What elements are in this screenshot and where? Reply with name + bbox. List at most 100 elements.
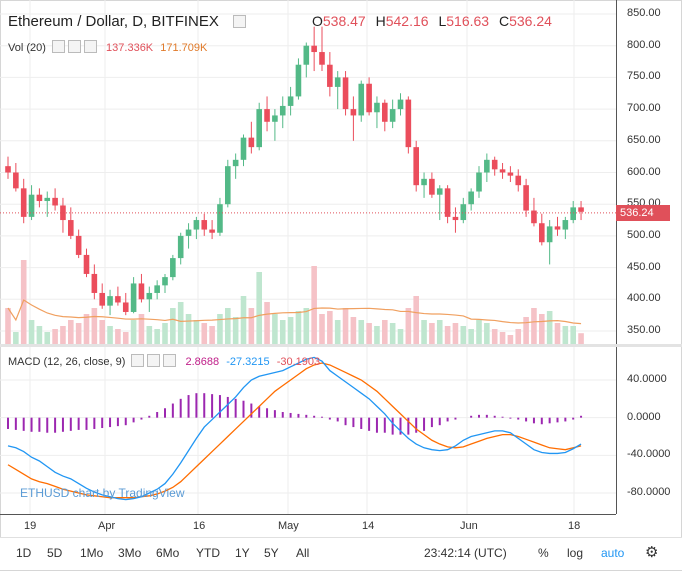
candle-body bbox=[272, 115, 278, 122]
candle-body bbox=[491, 159, 498, 170]
candle-body bbox=[36, 194, 43, 202]
volume-bar bbox=[499, 332, 506, 344]
range-1y[interactable]: 1Y bbox=[235, 546, 250, 560]
gear-icon[interactable]: ⚙ bbox=[645, 544, 659, 561]
volume-bar bbox=[130, 320, 137, 344]
price-tick-label: 700.00 bbox=[627, 102, 661, 115]
volume-bar bbox=[539, 314, 545, 344]
volume-bar bbox=[397, 329, 404, 344]
candle-body bbox=[554, 226, 561, 230]
range-ytd[interactable]: YTD bbox=[196, 546, 220, 560]
volume-bar bbox=[311, 266, 317, 344]
volume-bar bbox=[256, 272, 262, 344]
percent-toggle[interactable]: % bbox=[538, 546, 549, 560]
eye-icon[interactable] bbox=[131, 354, 145, 367]
candle-body bbox=[570, 207, 576, 221]
volume-bar bbox=[405, 308, 412, 344]
range-3mo[interactable]: 3Mo bbox=[118, 546, 142, 560]
volume-bar bbox=[366, 323, 372, 344]
candle-body bbox=[539, 223, 545, 243]
price-tick-label: 600.00 bbox=[627, 165, 661, 178]
close-label: C bbox=[498, 13, 510, 29]
volume-bar bbox=[342, 308, 349, 344]
range-6mo[interactable]: 6Mo bbox=[156, 546, 180, 560]
volume-bar bbox=[44, 332, 51, 344]
price-pane[interactable] bbox=[0, 0, 616, 344]
time-axis[interactable]: 19 Apr 16 May 14 Jun 18 bbox=[0, 514, 616, 537]
macd-line-value: -27.3215 bbox=[226, 356, 270, 368]
volume-bar bbox=[154, 329, 160, 344]
pane-separator[interactable] bbox=[0, 344, 682, 347]
macd-label: MACD (12, 26, close, 9) bbox=[8, 356, 126, 368]
volume-bar bbox=[91, 308, 98, 344]
macd-axis[interactable]: 40.0000 0.0000 -40.0000 -80.0000 bbox=[616, 347, 682, 514]
time-tick-label: Jun bbox=[460, 520, 478, 532]
range-1mo[interactable]: 1Mo bbox=[80, 546, 104, 560]
candle-body bbox=[99, 292, 105, 306]
candle-body bbox=[327, 64, 333, 87]
candle-body bbox=[295, 64, 302, 97]
candle-body bbox=[444, 188, 451, 217]
candle-body bbox=[60, 205, 66, 221]
volume-bar bbox=[162, 323, 168, 344]
range-all[interactable]: All bbox=[296, 546, 310, 560]
volume-bar bbox=[476, 320, 482, 344]
high-label: H bbox=[375, 13, 386, 29]
volume-bar bbox=[264, 302, 270, 344]
auto-toggle[interactable]: auto bbox=[601, 546, 625, 560]
volume-bar bbox=[531, 308, 537, 344]
range-5d[interactable]: 5D bbox=[47, 546, 63, 560]
candle-body bbox=[256, 109, 262, 148]
candle-body bbox=[476, 172, 482, 192]
volume-bar bbox=[436, 320, 443, 344]
macd-pane[interactable] bbox=[0, 347, 616, 514]
volume-bar bbox=[389, 323, 396, 344]
volume-bar bbox=[382, 320, 388, 344]
gear-icon[interactable] bbox=[147, 354, 161, 367]
candle-body bbox=[91, 273, 98, 293]
volume-legend[interactable]: Vol (20) 137.336K 171.709K bbox=[8, 40, 207, 54]
macd-signal-value: -30.1903 bbox=[276, 356, 321, 368]
volume-bar bbox=[350, 317, 357, 344]
volume-bar bbox=[515, 329, 522, 344]
candle-body bbox=[397, 99, 404, 110]
watermark[interactable]: ETHUSD chart by TradingView bbox=[20, 486, 185, 500]
utc-clock[interactable]: 23:42:14 (UTC) bbox=[424, 546, 507, 560]
candle-body bbox=[20, 188, 27, 217]
macd-legend[interactable]: MACD (12, 26, close, 9) 2.8688 -27.3215 … bbox=[8, 354, 320, 368]
gear-icon[interactable] bbox=[67, 40, 81, 53]
candle-body bbox=[122, 302, 129, 312]
candle-body bbox=[468, 191, 474, 205]
close-icon[interactable] bbox=[163, 354, 177, 367]
eye-icon[interactable] bbox=[51, 40, 65, 53]
price-axis[interactable]: 850.00 800.00 750.00 700.00 650.00 600.00 550.… bbox=[616, 0, 682, 344]
volume-bar bbox=[562, 326, 569, 344]
candle-body bbox=[154, 285, 160, 293]
candle-body bbox=[287, 96, 294, 106]
candle-body bbox=[170, 258, 176, 278]
time-tick-label: 16 bbox=[193, 520, 206, 532]
candle-body bbox=[374, 102, 380, 113]
log-toggle[interactable]: log bbox=[567, 546, 584, 560]
volume-bar bbox=[209, 326, 215, 344]
candle-body bbox=[405, 99, 412, 148]
volume-bar bbox=[122, 332, 129, 344]
candle-body bbox=[350, 109, 357, 116]
volume-bar bbox=[507, 335, 514, 344]
close-icon[interactable] bbox=[83, 40, 97, 53]
symbol-title[interactable]: Ethereum / Dollar, D, BITFINEX bbox=[8, 13, 247, 30]
high-value: 542.16 bbox=[385, 13, 429, 29]
range-5y[interactable]: 5Y bbox=[264, 546, 279, 560]
volume-bar bbox=[468, 329, 474, 344]
settings-icon[interactable] bbox=[233, 15, 247, 28]
candle-body bbox=[515, 175, 522, 186]
macd-tick-label: -40.0000 bbox=[627, 448, 671, 461]
volume-bar bbox=[570, 326, 576, 344]
candle-body bbox=[217, 204, 223, 233]
volume-bar bbox=[52, 329, 58, 344]
price-tick-label: 500.00 bbox=[627, 228, 661, 241]
candle-body bbox=[484, 159, 490, 173]
range-1d[interactable]: 1D bbox=[16, 546, 32, 560]
volume-bar bbox=[193, 320, 200, 344]
candle-body bbox=[146, 292, 153, 300]
